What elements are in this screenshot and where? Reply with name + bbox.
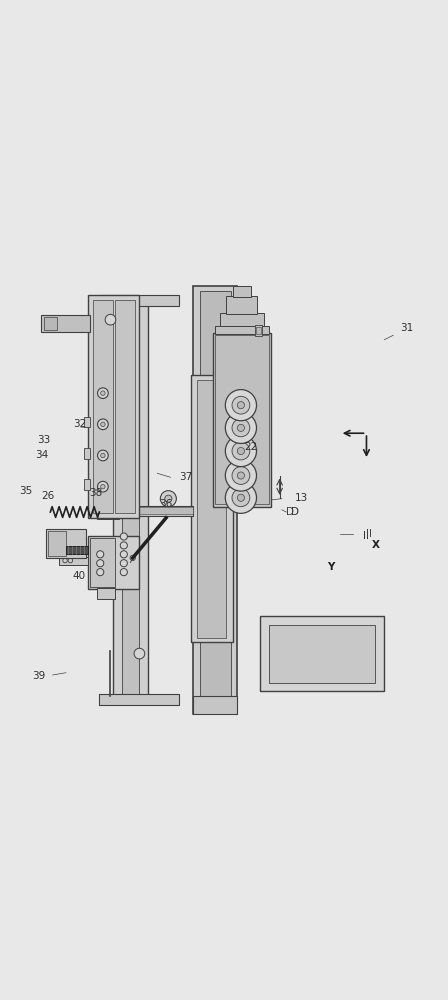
Circle shape (68, 558, 73, 563)
Circle shape (225, 435, 257, 467)
Bar (193, 696, 237, 714)
Circle shape (232, 489, 250, 507)
Text: II: II (363, 531, 370, 541)
Bar (121, 304, 139, 696)
Bar (197, 380, 226, 638)
Text: 35: 35 (19, 486, 33, 496)
Circle shape (98, 388, 108, 398)
Circle shape (237, 472, 245, 479)
Circle shape (101, 484, 105, 489)
Bar (115, 300, 135, 513)
Text: X: X (372, 540, 380, 550)
Circle shape (120, 551, 127, 558)
Circle shape (98, 419, 108, 430)
Circle shape (98, 450, 108, 461)
Text: 40: 40 (73, 571, 86, 581)
Bar (66, 546, 88, 554)
Circle shape (98, 481, 108, 492)
Text: 26: 26 (42, 491, 55, 501)
Bar (88, 295, 139, 518)
Circle shape (165, 495, 172, 502)
Circle shape (134, 648, 145, 659)
Circle shape (225, 460, 257, 491)
Text: 31: 31 (400, 323, 413, 333)
Bar (226, 296, 258, 314)
Circle shape (120, 560, 127, 567)
Bar (199, 291, 231, 709)
Bar (48, 531, 66, 556)
Bar (260, 616, 384, 691)
Bar (190, 375, 233, 642)
Circle shape (105, 314, 116, 325)
Bar (97, 588, 115, 599)
Bar (233, 286, 251, 297)
Bar (215, 335, 268, 504)
Bar (93, 300, 113, 513)
Circle shape (225, 482, 257, 513)
Bar (88, 536, 139, 589)
Circle shape (232, 396, 250, 414)
Bar (97, 513, 119, 519)
Text: 36: 36 (159, 499, 173, 509)
Circle shape (237, 447, 245, 455)
Circle shape (225, 390, 257, 421)
Bar (99, 694, 180, 705)
Circle shape (130, 555, 135, 561)
Bar (213, 333, 271, 507)
Circle shape (237, 402, 245, 409)
Circle shape (237, 424, 245, 431)
Circle shape (97, 560, 104, 567)
Text: II: II (366, 529, 372, 539)
Text: 34: 34 (35, 450, 48, 460)
Text: 39: 39 (33, 671, 46, 681)
Text: 32: 32 (73, 419, 86, 429)
Circle shape (232, 442, 250, 460)
Text: 22: 22 (244, 442, 257, 452)
Bar (84, 479, 90, 490)
Circle shape (97, 569, 104, 576)
Circle shape (120, 542, 127, 549)
Bar (84, 417, 90, 427)
Bar (113, 300, 148, 700)
Bar (46, 529, 86, 558)
Bar (59, 557, 88, 565)
Circle shape (225, 412, 257, 443)
Circle shape (120, 533, 127, 540)
Bar (268, 625, 375, 683)
Bar (90, 538, 115, 587)
Text: Y: Y (327, 562, 335, 572)
Text: D: D (286, 507, 294, 517)
Text: D: D (291, 507, 299, 517)
Bar (99, 295, 180, 306)
Bar (255, 325, 262, 336)
Circle shape (120, 569, 127, 576)
Bar (42, 315, 90, 332)
Bar (90, 507, 193, 514)
Text: 13: 13 (295, 493, 309, 503)
Bar (215, 326, 268, 334)
Bar (84, 448, 90, 459)
Circle shape (232, 467, 250, 484)
Circle shape (101, 422, 105, 427)
Bar (44, 317, 57, 330)
Circle shape (232, 419, 250, 437)
Circle shape (160, 491, 177, 507)
Bar (256, 327, 260, 334)
Text: 37: 37 (180, 472, 193, 482)
Bar (220, 313, 264, 326)
Bar (193, 286, 237, 714)
Circle shape (237, 494, 245, 501)
Circle shape (63, 558, 67, 563)
Bar (90, 506, 193, 516)
Text: 38: 38 (90, 488, 103, 498)
Text: 33: 33 (37, 435, 50, 445)
Circle shape (101, 453, 105, 458)
Circle shape (97, 551, 104, 558)
Circle shape (101, 391, 105, 395)
